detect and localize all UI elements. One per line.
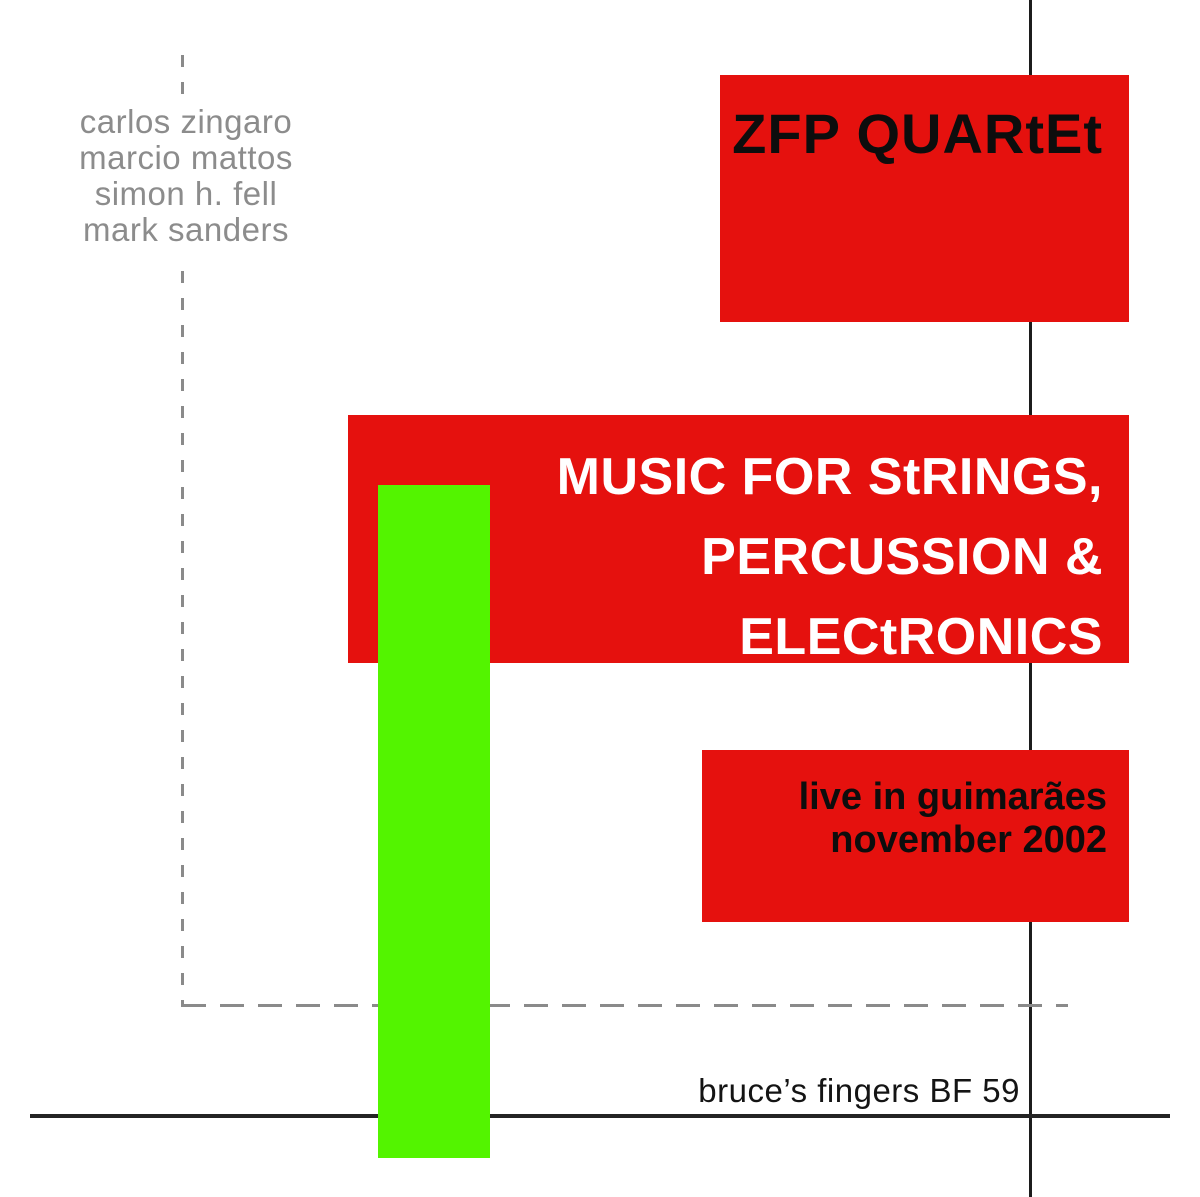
live-info-line2: november 2002	[830, 819, 1107, 861]
live-info-line1: live in guimarães	[798, 776, 1107, 818]
horizontal-dashed-rule	[182, 1004, 1068, 1007]
bottom-rule	[30, 1114, 1170, 1118]
band-name-block: ZFP QUARtEt	[720, 75, 1129, 322]
album-title: MUSIC FOR StRINGS, PERCUSSION & ELECtRON…	[348, 415, 1129, 666]
musician-name: carlos zingaro	[79, 103, 293, 140]
album-title-line1: MUSIC FOR StRINGS,	[556, 448, 1103, 506]
album-title-line2: PERCUSSION & ELECtRONICS	[701, 528, 1103, 666]
musician-name: mark sanders	[83, 211, 289, 248]
green-bar	[378, 485, 490, 1158]
label-credit: bruce’s fingers BF 59	[698, 1072, 1020, 1109]
vertical-dashed-rule	[181, 55, 184, 1007]
live-info-block: live in guimarães november 2002	[702, 750, 1129, 922]
band-name: ZFP QUARtEt	[732, 102, 1103, 165]
musician-names-list: carlos zingaro marcio mattos simon h. fe…	[56, 96, 316, 258]
musician-name: marcio mattos	[79, 139, 293, 176]
musician-name: simon h. fell	[94, 175, 278, 212]
